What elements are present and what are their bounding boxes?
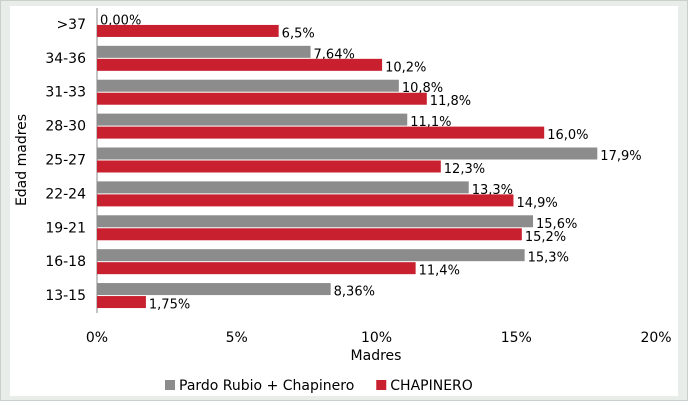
bar: [97, 160, 441, 173]
data-label: 11,4%: [419, 264, 460, 279]
x-tick-label: 20%: [640, 330, 671, 346]
data-label: 16,0%: [547, 128, 588, 143]
bar: [97, 113, 408, 126]
y-tick-label: >37: [56, 17, 86, 33]
legend-label: CHAPINERO: [390, 378, 473, 394]
y-axis-label: Edad madres: [14, 114, 30, 206]
x-axis-label: Madres: [351, 348, 402, 364]
data-label: 10,8%: [402, 81, 443, 96]
data-label: 13,3%: [472, 183, 513, 198]
bar: [97, 147, 598, 160]
y-tick-label: 28-30: [45, 119, 86, 135]
bar: [97, 24, 279, 37]
bar: [97, 228, 522, 241]
data-label: 15,3%: [528, 251, 569, 266]
data-label: 10,2%: [385, 60, 426, 75]
y-tick-label: 13-15: [45, 288, 86, 304]
data-label: 11,1%: [410, 115, 451, 130]
data-label: 15,6%: [536, 217, 577, 232]
data-label: 17,9%: [600, 149, 641, 164]
bar: [97, 283, 331, 296]
y-tick-label: 34-36: [45, 51, 86, 67]
bar: [97, 126, 545, 139]
x-tick-label: 0%: [86, 330, 108, 346]
bar: [97, 181, 469, 194]
x-tick-label: 15%: [501, 330, 532, 346]
legend-swatch: [376, 380, 387, 390]
data-label: 1,75%: [149, 298, 190, 313]
bar: [97, 92, 427, 105]
legend-label: Pardo Rubio + Chapinero: [179, 378, 354, 394]
data-label: 7,64%: [314, 47, 355, 62]
data-label: 11,8%: [430, 94, 471, 109]
bar: [97, 296, 146, 309]
bar: [97, 58, 383, 71]
legend-swatch: [165, 380, 175, 390]
bar: [97, 215, 534, 228]
y-tick-label: 25-27: [45, 153, 86, 169]
bar: [97, 194, 514, 207]
bar: [97, 79, 399, 92]
data-label: 12,3%: [444, 162, 485, 177]
y-tick-label: 16-18: [45, 254, 86, 270]
bar: [97, 45, 311, 58]
x-tick-label: 5%: [226, 330, 248, 346]
data-label: 6,5%: [282, 26, 315, 41]
data-label: 8,36%: [334, 285, 375, 300]
bar: [97, 249, 525, 262]
y-tick-label: 19-21: [45, 220, 86, 236]
bar: [97, 262, 416, 275]
y-tick-label: 31-33: [45, 85, 86, 101]
data-label: 0,00%: [100, 13, 141, 28]
x-tick-label: 10%: [361, 330, 392, 346]
data-label: 15,2%: [525, 230, 566, 245]
data-label: 14,9%: [516, 196, 557, 211]
y-tick-label: 22-24: [45, 186, 86, 202]
